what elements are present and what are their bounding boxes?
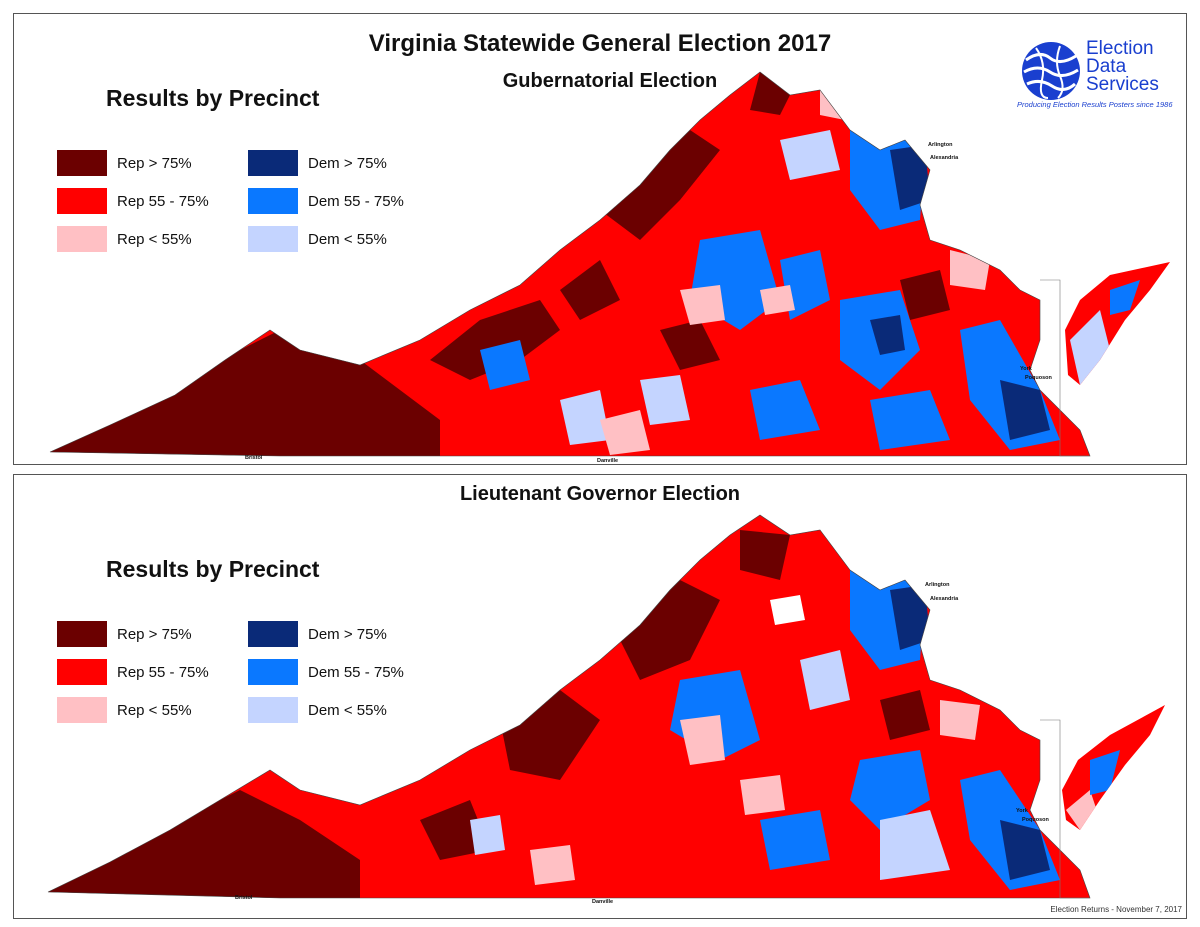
legend-item-rep-55-75: Rep 55 - 75% — [57, 188, 209, 214]
legend-swatch — [57, 188, 107, 214]
legend-swatch — [248, 697, 298, 723]
map-label-poquoson: Poquoson — [1022, 817, 1050, 823]
page-title: Virginia Statewide General Election 2017 — [368, 30, 832, 57]
legend-label: Dem 55 - 75% — [308, 663, 404, 681]
map-label-bristol: Bristol — [245, 455, 263, 461]
legend-label: Rep > 75% — [117, 154, 192, 172]
map-label-alexandria: Alexandria — [930, 155, 959, 161]
legend-label: Dem < 55% — [308, 230, 387, 248]
legend-item-dem-75: Dem > 75% — [248, 621, 387, 647]
legend-swatch — [248, 226, 298, 252]
legend-swatch — [57, 621, 107, 647]
legend-swatch — [57, 659, 107, 685]
legend-label: Rep < 55% — [117, 701, 192, 719]
legend-label: Rep < 55% — [117, 230, 192, 248]
legend-item-dem-lt55: Dem < 55% — [248, 697, 387, 723]
globe-icon — [1022, 42, 1080, 100]
election-data-services-logo: Election Data Services — [1020, 38, 1190, 110]
map-label-arlington: Arlington — [928, 142, 953, 148]
section-title-top: Results by Precinct — [106, 85, 320, 111]
legend-label: Dem > 75% — [308, 625, 387, 643]
legend-swatch — [57, 697, 107, 723]
footer-note: Election Returns - November 7, 2017 — [1050, 905, 1182, 914]
legend-label: Dem > 75% — [308, 154, 387, 172]
legend-label: Dem < 55% — [308, 701, 387, 719]
logo-tagline: Producing Election Results Posters since… — [1017, 100, 1173, 109]
legend-item-rep-75: Rep > 75% — [57, 621, 192, 647]
legend-item-dem-lt55: Dem < 55% — [248, 226, 387, 252]
legend-label: Dem 55 - 75% — [308, 192, 404, 210]
map-label-arlington: Arlington — [925, 582, 950, 588]
legend-label: Rep 55 - 75% — [117, 663, 209, 681]
map-label-york: York — [1016, 808, 1029, 814]
legend-swatch — [57, 226, 107, 252]
map-label-poquoson: Poquoson — [1025, 375, 1053, 381]
legend-swatch — [57, 150, 107, 176]
legend-item-rep-75: Rep > 75% — [57, 150, 192, 176]
legend-swatch — [248, 188, 298, 214]
logo-line-1: Election — [1086, 38, 1154, 59]
map-label-york: York — [1020, 366, 1033, 372]
logo-line-2: Data — [1086, 56, 1127, 77]
subtitle-lt-governor: Lieutenant Governor Election — [459, 483, 741, 505]
map-label-danville: Danville — [597, 458, 618, 464]
section-title-bottom: Results by Precinct — [106, 556, 320, 582]
legend-swatch — [248, 659, 298, 685]
legend-label: Rep 55 - 75% — [117, 192, 209, 210]
legend-item-dem-55-75: Dem 55 - 75% — [248, 188, 404, 214]
logo-line-3: Services — [1086, 74, 1159, 95]
legend-item-dem-55-75: Dem 55 - 75% — [248, 659, 404, 685]
map-label-danville: Danville — [592, 899, 613, 905]
legend-swatch — [248, 621, 298, 647]
legend-label: Rep > 75% — [117, 625, 192, 643]
map-label-bristol: Bristol — [235, 895, 253, 901]
subtitle-gubernatorial: Gubernatorial Election — [502, 70, 718, 92]
legend-item-dem-75: Dem > 75% — [248, 150, 387, 176]
map-label-alexandria: Alexandria — [930, 596, 959, 602]
legend-swatch — [248, 150, 298, 176]
legend-item-rep-lt55: Rep < 55% — [57, 226, 192, 252]
legend-item-rep-lt55: Rep < 55% — [57, 697, 192, 723]
legend-item-rep-55-75: Rep 55 - 75% — [57, 659, 209, 685]
